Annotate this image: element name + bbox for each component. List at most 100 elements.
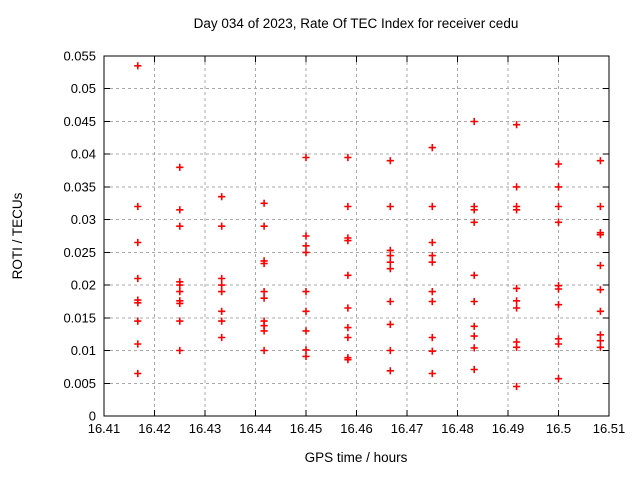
data-point-marker [386, 202, 394, 211]
data-point-marker [428, 238, 436, 247]
data-point-marker [596, 286, 604, 294]
data-point-marker [386, 367, 394, 375]
data-point-marker [344, 202, 352, 211]
data-point-marker [344, 153, 352, 162]
x-tick-label: 16.47 [391, 421, 424, 436]
data-point-marker [513, 343, 521, 351]
data-point-marker [386, 297, 394, 306]
data-point-marker [302, 242, 310, 250]
data-point-marker [386, 252, 394, 260]
data-point-marker [470, 271, 478, 279]
y-tick-label: 0 [89, 409, 96, 424]
data-point-marker [260, 327, 268, 335]
x-tick-label: 16.51 [593, 421, 626, 436]
data-point-marker [428, 144, 436, 152]
y-tick-label: 0.03 [71, 212, 96, 227]
y-tick-label: 0.035 [63, 179, 96, 194]
data-point-marker [513, 382, 521, 391]
data-point-marker [554, 375, 563, 383]
points-layer [134, 62, 604, 391]
data-point-marker [260, 222, 268, 230]
x-tick-label: 16.49 [492, 421, 525, 436]
data-point-marker [470, 332, 478, 340]
data-point-marker [302, 327, 310, 335]
data-point-marker [428, 258, 436, 266]
data-point-marker [554, 202, 563, 211]
data-point-marker [260, 288, 268, 296]
data-point-marker [134, 299, 142, 307]
data-point-marker [596, 261, 604, 270]
chart-title: Day 034 of 2023, Rate Of TEC Index for r… [194, 16, 519, 31]
data-point-marker [302, 346, 310, 354]
data-point-marker [513, 304, 521, 312]
data-point-marker [470, 206, 478, 214]
x-tick-label: 16.43 [189, 421, 222, 436]
y-tick-label: 0.02 [71, 278, 96, 293]
data-point-marker [428, 369, 436, 378]
data-point-marker [302, 288, 310, 296]
data-point-marker [176, 346, 184, 355]
data-point-marker [428, 252, 436, 260]
data-point-marker [386, 258, 394, 266]
data-point-marker [428, 333, 436, 342]
y-axis-label: ROTI / TECUs [10, 192, 25, 279]
y-tick-label: 0.04 [71, 147, 96, 162]
x-tick-label: 16.45 [290, 421, 323, 436]
x-tick-label: 16.5 [546, 421, 571, 436]
data-point-marker [218, 307, 226, 315]
data-point-marker [260, 199, 268, 207]
data-point-marker [513, 206, 521, 214]
data-point-marker [260, 259, 268, 268]
data-point-marker [470, 218, 478, 226]
grid-layer [104, 56, 609, 416]
data-point-marker [302, 248, 310, 256]
data-point-marker [134, 274, 142, 283]
data-point-marker [302, 352, 310, 360]
data-point-marker [513, 284, 521, 292]
data-point-marker [596, 337, 604, 345]
data-point-marker [176, 299, 184, 307]
data-point-marker [386, 157, 394, 165]
data-point-marker [513, 297, 521, 305]
data-point-marker [134, 62, 142, 70]
y-tick-label: 0.015 [63, 310, 96, 325]
data-point-marker [596, 157, 604, 165]
data-point-marker [470, 344, 478, 352]
data-point-marker [428, 297, 436, 306]
data-point-marker [176, 163, 184, 171]
y-tick-label: 0.055 [63, 49, 96, 64]
data-point-marker [218, 274, 226, 283]
x-tick-label: 16.46 [340, 421, 373, 436]
data-point-marker [344, 304, 352, 312]
data-point-marker [134, 369, 142, 378]
y-tick-label: 0.05 [71, 81, 96, 96]
data-point-marker [176, 206, 184, 214]
data-point-marker [470, 117, 478, 126]
x-tick-label: 16.41 [88, 421, 121, 436]
data-point-marker [554, 301, 563, 309]
y-tick-label: 0.005 [63, 376, 96, 391]
data-point-marker [176, 222, 184, 230]
data-point-marker [176, 288, 184, 296]
data-point-marker [596, 202, 604, 211]
data-point-marker [302, 232, 310, 240]
data-point-marker [470, 297, 478, 306]
data-point-marker [344, 271, 352, 279]
data-point-marker [176, 317, 184, 325]
y-tick-label: 0.01 [71, 343, 96, 358]
data-point-marker [470, 365, 478, 374]
data-point-marker [344, 324, 352, 332]
data-point-marker [218, 193, 226, 201]
data-point-marker [218, 333, 226, 342]
data-point-marker [302, 153, 310, 162]
data-point-marker [386, 320, 394, 328]
data-point-marker [218, 222, 226, 230]
data-point-marker [260, 346, 268, 355]
data-point-marker [554, 340, 563, 348]
data-point-marker [218, 317, 226, 325]
data-point-marker [344, 333, 352, 342]
data-point-marker [260, 294, 268, 302]
data-point-marker [302, 307, 310, 315]
data-point-marker [218, 288, 226, 296]
data-point-marker [428, 288, 436, 296]
